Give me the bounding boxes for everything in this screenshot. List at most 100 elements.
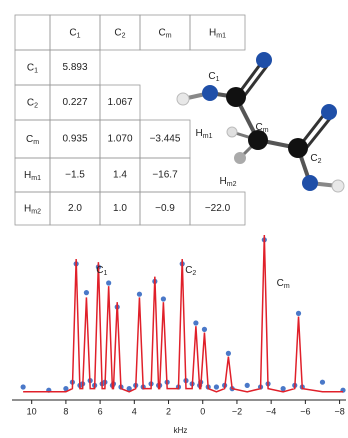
data-point	[202, 327, 207, 332]
column-header: C1	[69, 27, 80, 39]
data-point	[21, 384, 26, 389]
row-header: Cm	[26, 134, 39, 146]
table-value: −1.5	[65, 170, 85, 181]
row-header: Hm2	[24, 203, 41, 215]
atom-label: C2	[310, 153, 321, 165]
data-point	[281, 386, 286, 391]
data-point	[214, 384, 219, 389]
atom-c	[226, 87, 246, 107]
peak-label: C2	[185, 265, 196, 277]
x-tick-label: 0	[200, 406, 205, 416]
data-point	[320, 380, 325, 385]
data-point	[226, 351, 231, 356]
label-main: H	[220, 176, 227, 187]
atom-label: Hm2	[220, 176, 237, 188]
x-tick-label: −2	[232, 406, 242, 416]
atom-h	[177, 93, 189, 105]
label-sub: m2	[227, 181, 237, 188]
table-value: −3.445	[150, 134, 181, 145]
label-main: C	[185, 265, 192, 276]
row-header: Hm1	[24, 170, 41, 182]
label-sub: 2	[192, 270, 196, 277]
atom-label: Cm	[255, 122, 268, 134]
atom-n	[202, 85, 218, 101]
x-tick-label: 10	[27, 406, 37, 416]
label-sub: m	[263, 127, 269, 134]
label-main: C	[27, 97, 34, 108]
column-header: Cm	[158, 27, 171, 39]
atom-h	[234, 152, 246, 164]
label-sub: 1	[77, 32, 81, 39]
atom-label: Hm1	[196, 128, 213, 140]
atom-n	[256, 52, 272, 68]
label-main: C	[114, 27, 121, 38]
table-value: −16.7	[152, 170, 178, 181]
x-tick-label: −8	[334, 406, 344, 416]
peak-label: C1	[96, 265, 107, 277]
label-main: C	[310, 153, 317, 164]
label-sub: m2	[31, 208, 41, 215]
table-value: 1.0	[113, 203, 127, 214]
atom-h	[332, 180, 344, 192]
label-main: H	[196, 128, 203, 139]
label-sub: m1	[216, 32, 226, 39]
x-tick-label: −6	[300, 406, 310, 416]
data-point	[161, 296, 166, 301]
x-tick-label: −4	[266, 406, 276, 416]
column-header: C2	[114, 27, 125, 39]
label-sub: m	[166, 32, 172, 39]
data-point	[296, 311, 301, 316]
label-sub: 2	[34, 102, 38, 109]
atom-label: C1	[208, 71, 219, 83]
table-value: 2.0	[68, 203, 82, 214]
atom-n	[321, 104, 337, 120]
table-value: 0.227	[62, 97, 87, 108]
atom-n	[302, 175, 318, 191]
row-header: C1	[27, 62, 38, 74]
x-tick-label: 4	[132, 406, 137, 416]
label-main: C	[208, 71, 215, 82]
table-value: −0.9	[155, 203, 175, 214]
x-tick-label: 6	[98, 406, 103, 416]
label-sub: m1	[203, 133, 213, 140]
label-main: C	[27, 62, 34, 73]
figure: C1C2CmHm1C15.893C20.2271.067Cm0.9351.070…	[0, 0, 348, 438]
table-value: 5.893	[62, 62, 87, 73]
data-point	[106, 280, 111, 285]
label-sub: 1	[216, 76, 220, 83]
label-main: C	[255, 122, 262, 133]
data-point	[245, 383, 250, 388]
page: {"table": { "header": [{"main": "C", "su…	[0, 0, 348, 438]
label-main: H	[209, 27, 216, 38]
label-main: C	[96, 265, 103, 276]
label-sub: 1	[34, 67, 38, 74]
label-main: C	[69, 27, 76, 38]
table-value: 1.070	[107, 134, 132, 145]
page-body: C1C2CmHm1C15.893C20.2271.067Cm0.9351.070…	[0, 0, 348, 438]
label-main: C	[158, 27, 165, 38]
column-header: Hm1	[209, 27, 226, 39]
label-sub: m	[284, 283, 290, 290]
label-sub: m1	[31, 175, 41, 182]
label-sub: 2	[318, 158, 322, 165]
label-sub: m	[33, 139, 39, 146]
table-value: −22.0	[205, 203, 231, 214]
table-value: 1.067	[107, 97, 132, 108]
atom-c	[288, 138, 308, 158]
x-tick-label: 2	[166, 406, 171, 416]
table-cell	[15, 15, 50, 50]
data-point	[137, 292, 142, 297]
label-main: C	[277, 278, 284, 289]
label-main: C	[26, 134, 33, 145]
atom-h	[227, 127, 237, 137]
fit-line	[23, 235, 343, 392]
data-point	[193, 320, 198, 325]
table-value: 0.935	[62, 134, 87, 145]
row-header: C2	[27, 97, 38, 109]
x-axis-label: kHz	[174, 426, 188, 435]
peak-label: Cm	[277, 278, 290, 290]
data-point	[84, 290, 89, 295]
label-main: H	[24, 203, 31, 214]
x-tick-label: 8	[63, 406, 68, 416]
label-main: H	[24, 170, 31, 181]
